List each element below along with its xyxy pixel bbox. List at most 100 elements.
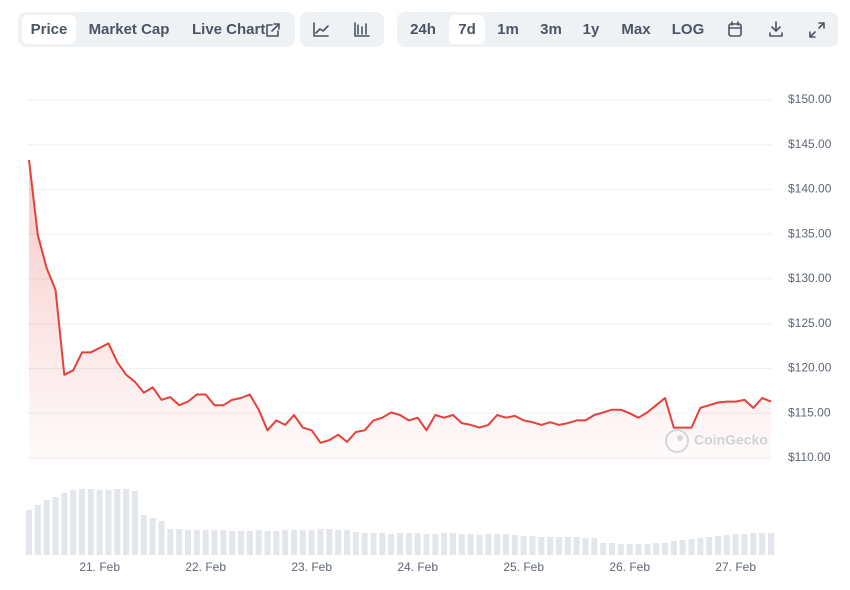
volume-bar: [715, 536, 721, 555]
volume-bar: [238, 531, 244, 555]
volume-bar: [344, 530, 350, 555]
volume-bar: [149, 518, 156, 555]
volume-bar: [326, 529, 333, 555]
volume-bar: [352, 532, 359, 555]
volume-bar: [741, 534, 748, 555]
volume-bar: [485, 534, 492, 555]
selected-tab: [22, 15, 76, 44]
volume-bar: [193, 530, 200, 555]
volume-bar: [467, 534, 474, 555]
y-tick-label: $115.00: [788, 405, 831, 419]
volume-bar: [114, 489, 121, 555]
volume-bar: [573, 537, 580, 555]
y-tick-label: $120.00: [788, 361, 832, 375]
volume-bar: [388, 534, 395, 555]
volume-bar: [220, 530, 227, 555]
y-tick-label: $145.00: [788, 137, 832, 151]
view-tabs: [18, 12, 295, 47]
line-chart-icon[interactable]: [313, 22, 329, 37]
price-tab[interactable]: Price: [31, 21, 68, 38]
watermark-logo-eye: [677, 435, 683, 441]
volume-bar: [626, 544, 633, 555]
volume-bar: [176, 529, 183, 555]
volume-bar: [52, 497, 59, 555]
volume-bar: [79, 489, 85, 555]
y-tick-label: $135.00: [788, 226, 832, 240]
x-tick-label: 21. Feb: [79, 560, 120, 574]
volume-bar: [609, 543, 615, 555]
volume-bar: [202, 530, 209, 555]
volume-bar: [538, 537, 545, 555]
x-tick-label: 24. Feb: [397, 560, 438, 574]
live-chart-tab[interactable]: Live Chart: [192, 21, 265, 38]
volume-bar: [635, 544, 642, 555]
volume-bar: [264, 531, 271, 555]
volume-bar: [768, 533, 774, 555]
range-tab[interactable]: Max: [621, 21, 651, 38]
volume-bar: [335, 530, 342, 555]
volume-bar: [361, 533, 368, 555]
watermark-logo: [665, 429, 689, 453]
price-area: [29, 160, 771, 463]
volume-bar: [644, 544, 651, 555]
candle-chart-icon[interactable]: [354, 22, 370, 37]
volume-bar: [273, 531, 280, 555]
volume-bar: [732, 534, 739, 555]
volume-bar: [379, 533, 386, 555]
volume-bar: [405, 533, 412, 555]
range-tab[interactable]: 1m: [497, 21, 519, 38]
download-icon[interactable]: [769, 21, 783, 37]
volume-bar: [662, 543, 668, 555]
volume-bar: [140, 515, 147, 555]
volume-bar: [105, 490, 112, 555]
volume-bar: [308, 530, 315, 555]
volume-bar: [591, 538, 598, 555]
volume-bar: [299, 530, 306, 555]
volume-bar: [255, 530, 262, 555]
volume-bar: [511, 535, 518, 555]
volume-bar: [547, 537, 554, 555]
volume-bar: [706, 537, 713, 555]
range-tab[interactable]: 24h: [410, 21, 436, 38]
range-tab[interactable]: 1y: [583, 21, 600, 38]
price-chart: $110.00 $115.00 $120.00 $125.00 $130.00 $135.…: [26, 92, 832, 574]
watermark: CoinGecko: [694, 432, 768, 448]
volume-bar: [697, 538, 704, 555]
volume-bar: [397, 533, 403, 555]
x-tick-label: 23. Feb: [291, 560, 332, 574]
volume-bar: [414, 533, 421, 555]
price-line: [28, 159, 772, 444]
market-cap-tab[interactable]: Market Cap: [89, 21, 170, 38]
log-toggle[interactable]: LOG: [672, 21, 705, 38]
volume-bar: [167, 529, 174, 555]
volume-bar: [759, 533, 766, 555]
range-tab[interactable]: 7d: [458, 21, 476, 38]
external-link-icon: [266, 23, 280, 37]
y-tick-label: $140.00: [788, 182, 832, 196]
volume-bar: [211, 530, 218, 555]
volume-bar: [600, 543, 607, 555]
volume-bar: [432, 534, 439, 555]
volume-bar: [43, 500, 50, 555]
x-tick-label: 22. Feb: [185, 560, 226, 574]
volume-bar: [564, 537, 571, 555]
volume-bar: [679, 540, 686, 555]
range-tabs: [397, 12, 838, 47]
volume-bar: [34, 505, 41, 555]
volume-bar: [370, 533, 377, 555]
y-tick-label: $125.00: [788, 316, 832, 330]
expand-icon[interactable]: [809, 22, 825, 38]
volume-bar: [158, 521, 165, 555]
volume-bar: [450, 533, 456, 555]
selected-range: [449, 15, 485, 44]
y-tick-label: $130.00: [788, 271, 832, 285]
x-tick-label: 25. Feb: [503, 560, 544, 574]
volume-bar: [723, 535, 730, 555]
range-tab[interactable]: 3m: [540, 21, 562, 38]
volume-bar: [441, 533, 448, 555]
volume-bar: [291, 530, 297, 555]
volume-bar: [476, 535, 483, 555]
calendar-icon[interactable]: [728, 21, 742, 37]
volume-bar: [132, 491, 138, 555]
volume-bar: [670, 541, 677, 555]
